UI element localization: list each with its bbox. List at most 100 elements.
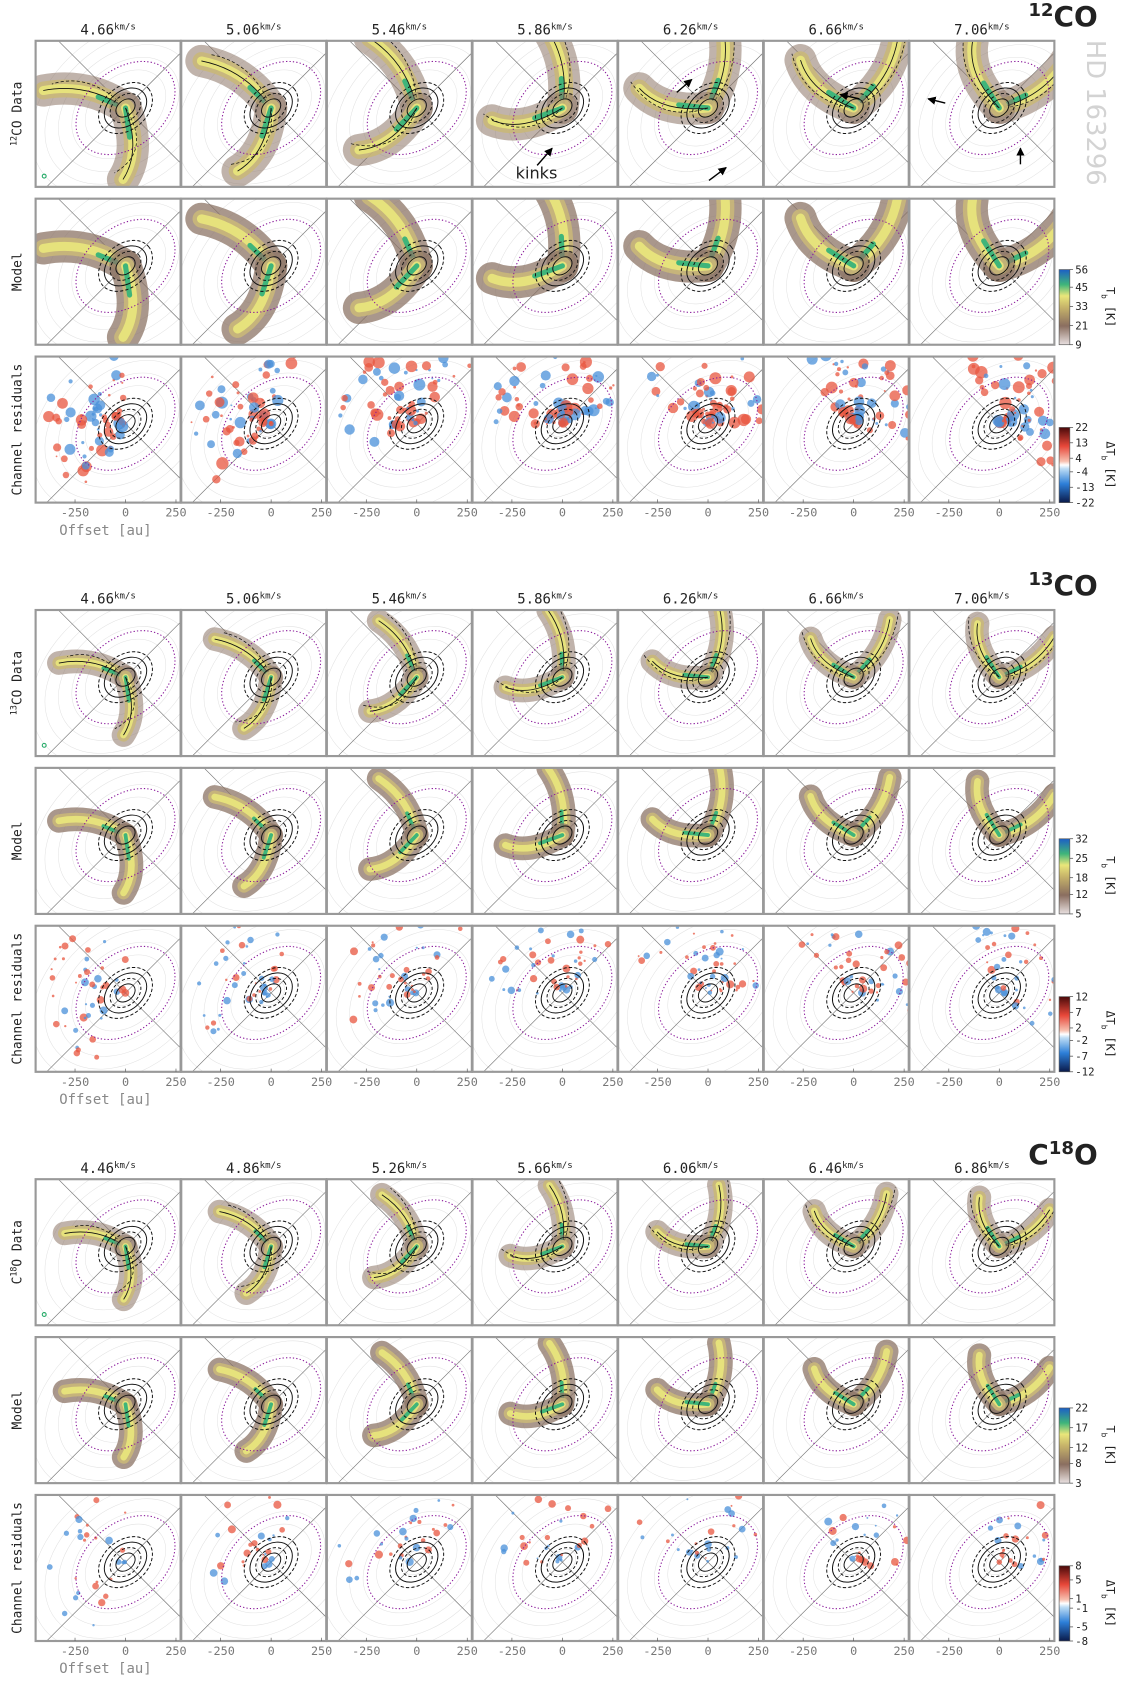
disk-grid [217,1511,326,1614]
residual-blob [85,1523,89,1527]
residual-blob [205,390,213,397]
residual-blob [258,367,263,372]
panel [326,610,472,757]
residual-blob [730,934,734,937]
residual-blob [1017,1562,1024,1570]
colorbar-label-part: T [1103,856,1117,863]
panel [472,767,618,914]
gap-ring [686,656,730,698]
residual-blob [116,408,123,414]
disk-grid [508,1353,617,1456]
disk-grid [494,1182,618,1311]
disk-grid [71,372,180,475]
gap-ring [552,256,573,276]
disk-grid [799,941,908,1044]
colorbar-tick-label: 7 [1075,1006,1081,1019]
residual-blob [1024,374,1035,386]
disk-grid [481,610,618,754]
residual-blob [225,940,230,945]
panel [618,610,764,757]
gap-ring [989,256,1010,276]
gap-ring [971,239,1027,292]
gap-ring [837,662,870,693]
gap-ring [680,397,736,450]
row-label: 13CO Data [9,651,26,715]
residual-blob [246,434,250,438]
disk-axis [483,937,618,1072]
colorbar [1058,996,1071,1073]
residual-blob [89,981,96,988]
gap-ring [98,1220,153,1273]
panel [472,356,618,503]
disk-grid [403,979,431,1006]
residual-blob [604,1505,612,1513]
residual-blob [265,992,271,998]
emission-peak [393,105,420,132]
residual-blob [447,1524,454,1531]
residual-blob [996,1559,1003,1565]
residual-blob [421,946,425,950]
disk-grid [58,1340,181,1468]
residual-blob [97,432,103,438]
gap-ring [255,1389,287,1420]
residual-blob [121,988,130,997]
gap-ring [826,966,882,1019]
velocity-value: 6.26 [663,22,697,38]
colorbar-label: Tb [K] [1100,1425,1118,1465]
residual-blob [828,917,835,924]
residual-blob [443,1523,448,1527]
residual-blob [828,943,832,947]
panel-background [472,1494,618,1642]
x-tick-label: -250 [935,1075,963,1089]
residual-blob [875,421,879,425]
residual-blob [719,989,723,993]
isovelocity-curve [237,1246,272,1288]
panel [326,40,472,187]
gap-ring [249,972,293,1014]
gap-ring [692,820,724,851]
x-tick-label: 250 [311,1644,332,1658]
residual-blob [507,986,516,995]
residual-blob [704,986,707,990]
gap-ring [255,820,287,851]
residual-blob [408,348,412,352]
residual-blob [847,397,851,401]
emission-peak [122,263,133,298]
residual-blob [217,1562,225,1570]
outer-ring [75,1199,176,1294]
gap-ring [983,1231,1016,1262]
row-label: Model [11,822,26,861]
disk-grid [376,954,458,1032]
residual-blob [378,968,381,971]
gap-ring [389,1378,445,1431]
disk-grid [909,1494,1055,1642]
residual-blob [514,945,520,950]
residual-blob [1014,1490,1016,1492]
residual-blob [903,1536,909,1545]
residual-blob [268,987,273,991]
disk-axis [774,937,909,1072]
gap-ring [680,239,736,292]
residual-blob [272,394,284,407]
disk-grid [618,1494,764,1642]
disk-grid [618,40,764,187]
colorbar-tick-label: 9 [1075,338,1081,351]
gap-ring [680,1220,736,1273]
gap-ring [98,651,153,704]
disk-grid [640,929,764,1057]
residual-blob [651,386,661,396]
colorbar-label-part: [K] [1103,868,1117,896]
row-label-part: Channel residuals [11,364,26,496]
residual-blob [84,1003,88,1006]
residual-blob [264,359,274,369]
gap-ring [249,245,293,287]
gap-ring [680,966,736,1019]
residual-blob [207,440,215,449]
gap-ring [983,662,1016,693]
disk-grid [640,613,764,741]
gap-ring [389,397,445,450]
disk-grid [508,1195,617,1298]
colorbar-tick-label: 32 [1075,833,1088,846]
gap-ring [103,656,148,698]
residual-blob [96,996,105,1004]
